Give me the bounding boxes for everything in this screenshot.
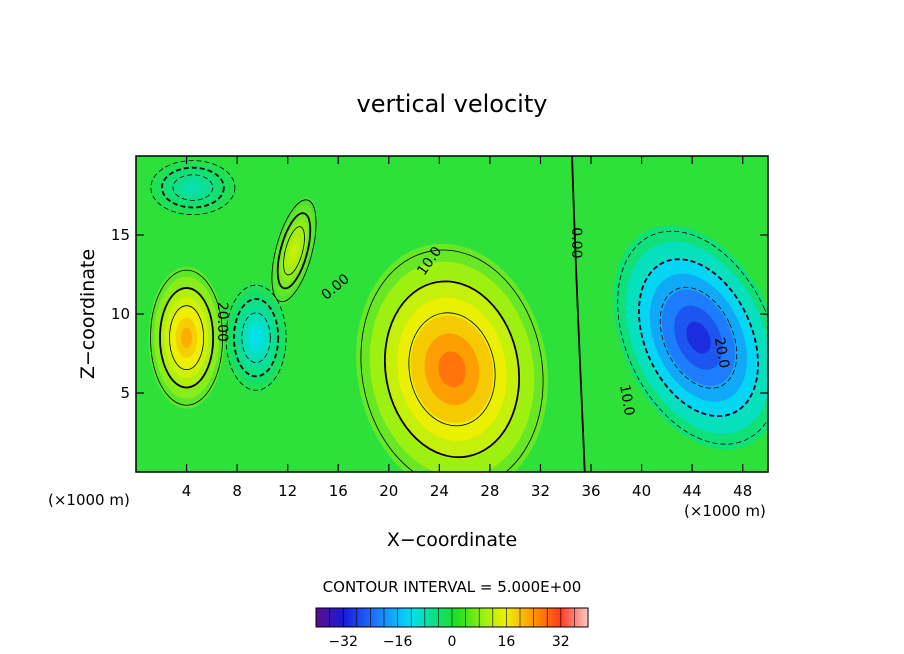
updraft-feature — [270, 197, 318, 305]
contour-label: 20.00 — [214, 302, 230, 342]
feature-level — [251, 329, 261, 346]
x-tick-label: 48 — [733, 482, 752, 500]
colorbar-tick-label: −32 — [328, 634, 358, 650]
feature-level — [290, 243, 298, 259]
x-tick-label: 28 — [480, 482, 499, 500]
contour-line — [638, 258, 759, 418]
contour-lines — [150, 156, 768, 472]
feature-level — [186, 183, 200, 192]
y-tick-label: 5 — [120, 384, 130, 402]
y-tick-label: 15 — [111, 226, 130, 244]
x-tick-label: 16 — [329, 482, 348, 500]
updraft-feature — [356, 243, 548, 472]
contour-label: 20.0 — [711, 336, 732, 369]
colorbar-ticks: −32 −16 0 16 32 — [315, 608, 589, 650]
contour-line — [276, 212, 312, 290]
x-tick-label: 36 — [581, 482, 600, 500]
contour-label: 10.0 — [616, 383, 637, 416]
contour-line — [172, 174, 214, 201]
contour-line — [360, 249, 544, 472]
x-ticks: 4 8 12 16 20 24 28 32 36 40 44 48 — [182, 156, 752, 500]
x-unit-label-left: (×1000 m) — [48, 491, 130, 509]
contour-line — [241, 312, 271, 363]
contour-interval-text: CONTOUR INTERVAL = 5.000E+00 — [323, 578, 582, 596]
contour-line — [408, 312, 496, 427]
field-features — [148, 159, 768, 472]
contour-line — [150, 269, 223, 406]
colorbar-tick-label: 0 — [448, 634, 457, 650]
contour-line — [150, 160, 236, 216]
y-tick-label: 10 — [111, 305, 130, 323]
zero-contour — [571, 156, 586, 472]
colorbar-tick-label: 16 — [497, 634, 515, 650]
colorbar-tick-label: −16 — [383, 634, 413, 650]
y-ticks: 5 10 15 — [111, 226, 768, 402]
x-tick-label: 32 — [531, 482, 550, 500]
downdraft-feature — [613, 225, 768, 450]
contour-line — [271, 199, 317, 303]
contour-line — [225, 284, 287, 391]
contour-line — [233, 298, 280, 378]
x-tick-label: 4 — [182, 482, 192, 500]
x-tick-label: 44 — [683, 482, 702, 500]
contour-line — [383, 280, 521, 459]
contour-line — [659, 286, 738, 389]
y-axis-label: Z−coordinate — [77, 249, 99, 379]
x-tick-label: 20 — [379, 482, 398, 500]
x-axis-label: X−coordinate — [387, 529, 517, 551]
contour-line — [283, 226, 305, 276]
contour-line — [169, 305, 205, 371]
contour-line — [161, 166, 225, 209]
contour-line — [159, 287, 215, 389]
feature-level — [181, 327, 192, 348]
contour-line — [617, 230, 768, 445]
colorbar-tick-label: 32 — [552, 634, 570, 650]
x-tick-label: 8 — [232, 482, 242, 500]
chart-title: vertical velocity — [357, 90, 548, 118]
feature-level — [438, 351, 466, 388]
x-unit-label-right: (×1000 m) — [684, 502, 766, 520]
x-tick-label: 12 — [278, 482, 297, 500]
x-tick-label: 24 — [430, 482, 449, 500]
contour-label: 0.00 — [568, 227, 584, 258]
feature-level — [686, 321, 711, 354]
x-tick-label: 40 — [632, 482, 651, 500]
